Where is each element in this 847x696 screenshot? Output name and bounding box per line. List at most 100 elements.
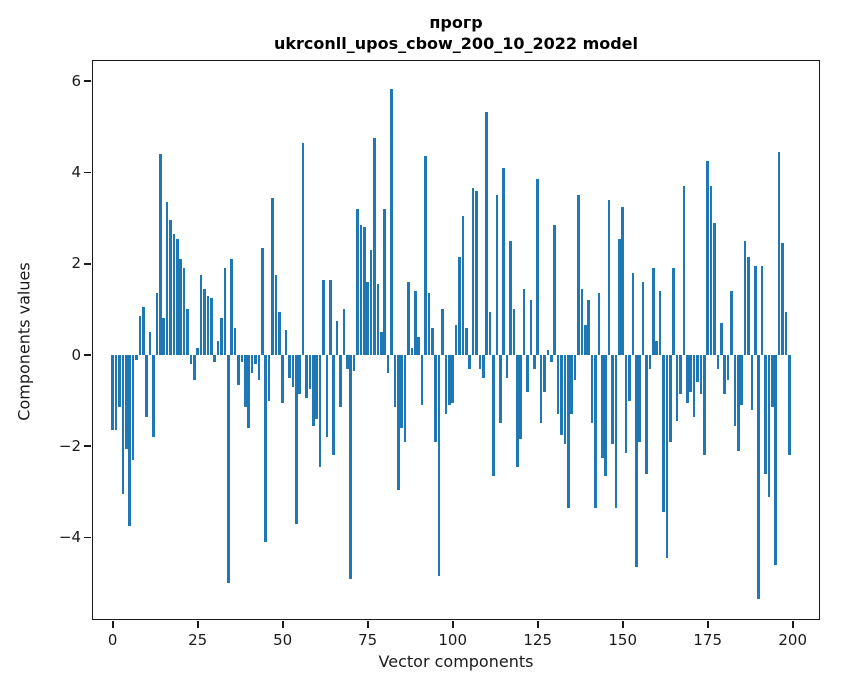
bar	[247, 355, 251, 429]
bar	[311, 355, 315, 426]
bar	[736, 355, 740, 451]
x-tick-mark	[451, 621, 454, 628]
bar	[281, 355, 285, 403]
bar	[203, 288, 206, 355]
bar	[257, 355, 261, 381]
bar	[111, 355, 115, 431]
x-tick-label: 200	[778, 631, 807, 649]
bar	[553, 224, 557, 355]
bar	[274, 275, 278, 355]
bar	[393, 355, 397, 408]
bar	[209, 297, 213, 355]
bar	[580, 288, 584, 355]
bar	[617, 238, 621, 355]
bar	[271, 197, 274, 355]
bar	[495, 195, 499, 355]
bar	[315, 355, 319, 419]
bar	[148, 332, 152, 355]
bar	[325, 355, 329, 438]
bar	[288, 355, 291, 378]
bar	[264, 355, 268, 543]
bar	[284, 329, 288, 355]
bar	[179, 259, 183, 355]
bar	[696, 355, 699, 383]
bar	[549, 355, 553, 362]
bar	[254, 355, 257, 365]
bar	[526, 355, 529, 392]
bar	[124, 355, 128, 449]
bar	[464, 327, 468, 355]
bar	[294, 355, 298, 524]
chart-title: прогр ukrconll_upos_cbow_200_10_2022 mod…	[92, 12, 820, 54]
bar	[607, 199, 611, 355]
bar	[383, 208, 387, 355]
bar	[444, 355, 448, 415]
bar	[757, 355, 761, 600]
bar	[390, 89, 393, 355]
bar	[308, 355, 312, 390]
bar	[662, 355, 665, 513]
bar	[634, 355, 638, 568]
bar	[162, 318, 166, 355]
bar	[566, 355, 570, 508]
bar	[386, 355, 390, 374]
bar	[441, 309, 444, 355]
bar	[407, 281, 410, 355]
bar	[138, 316, 142, 355]
bar	[587, 300, 591, 355]
bar	[563, 355, 567, 445]
bar	[543, 355, 546, 392]
x-tick-mark	[281, 621, 284, 628]
bar	[624, 355, 628, 454]
bar	[223, 268, 227, 355]
bar	[614, 355, 618, 508]
y-tick-label: 2	[71, 254, 81, 273]
bar	[328, 279, 332, 355]
bar	[740, 355, 744, 406]
bar	[373, 138, 376, 355]
bar	[655, 341, 659, 355]
bar	[481, 355, 485, 378]
bar	[512, 309, 516, 355]
bar	[155, 293, 159, 355]
bar	[237, 355, 240, 385]
bar	[713, 222, 716, 355]
bar	[723, 355, 727, 394]
bar	[141, 307, 145, 355]
bar	[604, 355, 608, 476]
bar	[498, 355, 502, 424]
bar	[648, 355, 652, 369]
bar	[519, 355, 523, 440]
x-tick-label: 0	[107, 631, 118, 649]
bar	[461, 215, 465, 355]
y-tick-mark	[84, 80, 91, 82]
bar	[199, 275, 203, 355]
bar	[699, 355, 703, 394]
bar	[114, 355, 118, 431]
bar	[192, 355, 196, 381]
bar	[689, 355, 693, 392]
bar	[186, 309, 189, 355]
bar	[682, 186, 686, 355]
bar	[437, 355, 441, 577]
bar	[747, 256, 750, 355]
bar	[342, 309, 346, 355]
bar	[417, 336, 421, 355]
bar	[594, 355, 597, 508]
bar	[590, 355, 594, 424]
bar	[502, 167, 506, 355]
bar	[424, 156, 427, 355]
bar	[546, 350, 550, 355]
bar	[539, 355, 543, 424]
y-tick-mark	[84, 445, 91, 448]
bar	[250, 355, 254, 374]
bar	[158, 154, 162, 355]
bar	[169, 220, 172, 355]
bar	[570, 355, 574, 415]
y-tick-label: −4	[58, 528, 81, 547]
bar	[413, 291, 417, 355]
chart-title-line1: прогр	[429, 13, 483, 32]
chart-title-line2: ukrconll_upos_cbow_200_10_2022 model	[273, 34, 639, 53]
bar	[577, 195, 580, 355]
